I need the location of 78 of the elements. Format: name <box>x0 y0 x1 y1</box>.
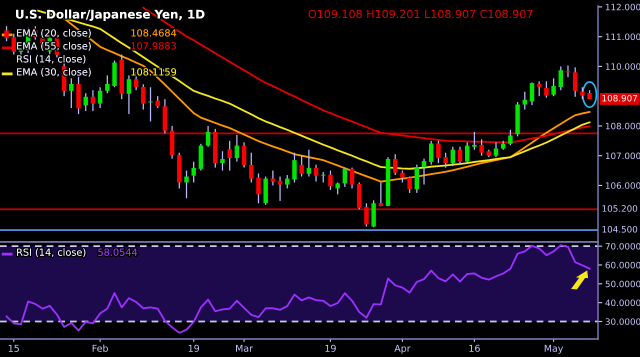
candlestick <box>83 92 88 112</box>
candlestick <box>12 33 16 56</box>
candlestick <box>335 182 340 196</box>
candlestick <box>443 152 448 168</box>
candlestick <box>436 140 441 164</box>
x-tick-label: Feb <box>92 344 108 352</box>
candlestick <box>105 74 110 94</box>
candlestick <box>572 66 578 98</box>
candlestick <box>328 170 333 191</box>
candlestick <box>450 146 456 167</box>
candlestick <box>458 146 462 166</box>
candlestick <box>227 140 232 172</box>
candlestick <box>378 182 384 207</box>
candlestick <box>198 143 204 172</box>
candlestick <box>364 202 369 228</box>
annotation: 58.0544 <box>98 248 138 256</box>
candlestick <box>184 170 189 199</box>
candlestick <box>148 86 153 122</box>
x-tick-label: 15 <box>8 344 19 352</box>
x-tick-label: Mar <box>236 344 253 352</box>
annotation: RSI (14, close) <box>17 55 86 64</box>
candlestick <box>566 64 570 78</box>
candlestick <box>414 164 420 194</box>
line-series <box>6 244 590 334</box>
candlestick <box>314 164 318 182</box>
candlestick <box>278 176 282 202</box>
candlestick <box>544 80 549 98</box>
candlestick <box>292 152 297 184</box>
candlestick <box>530 82 534 106</box>
candlestick <box>428 140 434 166</box>
candlestick <box>393 154 398 176</box>
candlestick <box>422 158 426 186</box>
candlestick <box>407 176 412 194</box>
candlestick <box>472 131 477 150</box>
candlestick <box>256 172 261 204</box>
candlestick <box>285 174 290 190</box>
legend-label: RSI (14, close) <box>17 248 86 257</box>
x-tick-label: 16 <box>469 344 480 352</box>
x-tick-label: Apr <box>394 344 411 354</box>
ref-line-label: 105.200 <box>602 205 638 212</box>
candlestick <box>400 170 405 184</box>
candlestick <box>112 60 117 88</box>
candlestick <box>508 129 513 146</box>
annotation: 108.907 <box>602 94 638 102</box>
candlestick <box>270 170 276 186</box>
annotation: 108.4684 <box>131 29 176 37</box>
candlestick <box>580 86 585 100</box>
candlestick <box>155 96 160 109</box>
x-tick-label: 19 <box>325 344 336 352</box>
x-tick-label: May <box>544 344 564 354</box>
candlestick <box>558 66 564 91</box>
annotation: O109.108 H109.201 L108.907 C108.907 <box>308 10 532 18</box>
candlestick <box>342 166 348 188</box>
candlestick <box>141 84 146 110</box>
candlestick <box>69 78 74 109</box>
ref-line-label: 104.500 <box>602 226 638 233</box>
candlestick <box>98 86 102 109</box>
candlestick <box>191 161 196 184</box>
annotation: 107.9883 <box>131 42 176 50</box>
candlestick <box>126 74 132 115</box>
candlestick <box>479 138 484 156</box>
candlestick <box>234 134 240 162</box>
candlestick <box>321 171 326 184</box>
candlestick <box>551 78 556 97</box>
candlestick <box>206 125 210 148</box>
candlestick <box>242 142 246 168</box>
candlestick <box>306 149 312 178</box>
candlestick <box>4 26 9 42</box>
candlestick <box>90 90 96 112</box>
candlestick <box>464 142 470 164</box>
candlestick <box>522 91 528 110</box>
candlestick <box>357 182 362 210</box>
candlestick <box>371 200 376 228</box>
candlestick <box>536 80 542 97</box>
candlestick <box>350 166 354 190</box>
x-tick-label: 19 <box>188 344 200 352</box>
candlestick <box>249 152 254 184</box>
candlestick <box>299 155 304 178</box>
